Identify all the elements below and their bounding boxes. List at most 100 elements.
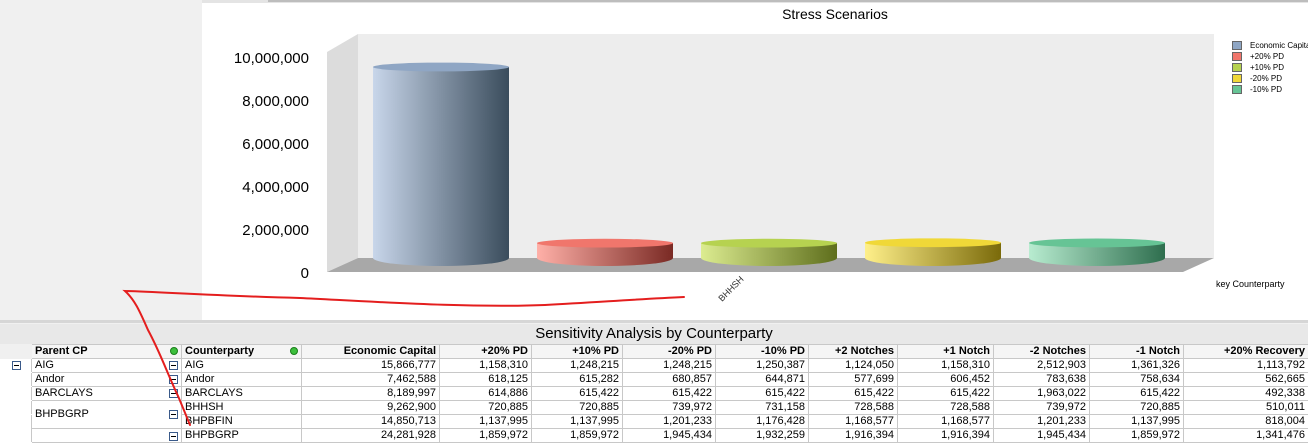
parent-cp-cell: BARCLAYS (32, 387, 182, 401)
bar-cap (373, 63, 509, 72)
bar-3[interactable] (701, 239, 837, 266)
value-cell: 1,361,326 (1090, 359, 1184, 373)
counterparty-cell: Andor (182, 373, 302, 387)
legend-item[interactable]: -10% PD (1232, 84, 1308, 95)
row-gutter (1, 387, 32, 401)
value-cell: 510,011 (1184, 401, 1308, 415)
value-cell: 8,189,997 (302, 387, 440, 401)
counterparty-cell: BARCLAYS (182, 387, 302, 401)
y-tick-label: 2,000,000 (242, 222, 309, 239)
chart-side-wall (327, 34, 358, 272)
parent-cp-text: BARCLAYS (35, 387, 93, 399)
value-cell: 1,137,995 (532, 415, 623, 429)
value-cell: 615,422 (532, 387, 623, 401)
legend-item[interactable]: -20% PD (1232, 73, 1308, 84)
value-cell: 720,885 (532, 401, 623, 415)
bar-cap (537, 239, 673, 248)
parent-cp-text: BHPBGRP (35, 408, 89, 420)
y-tick-label: 6,000,000 (242, 136, 309, 153)
legend-label: +20% PD (1250, 52, 1284, 61)
value-cell: 7,462,588 (302, 373, 440, 387)
collapse-all-icon[interactable] (12, 361, 21, 370)
value-cell: 758,634 (1090, 373, 1184, 387)
value-cell: 615,422 (898, 387, 994, 401)
legend-label: +10% PD (1250, 63, 1284, 72)
value-cell: 1,113,792 (1184, 359, 1308, 373)
bar-2[interactable] (537, 239, 673, 266)
value-cell: 562,665 (1184, 373, 1308, 387)
value-cell: 739,972 (994, 401, 1090, 415)
collapse-icon[interactable] (169, 361, 178, 370)
col-header-plus2-notches[interactable]: +2 Notches (809, 345, 898, 359)
col-header-minus20-pd[interactable]: -20% PD (623, 345, 716, 359)
value-cell: 1,158,310 (440, 359, 532, 373)
collapse-icon[interactable] (169, 389, 178, 398)
bar-5[interactable] (1029, 239, 1165, 266)
filter-status-icon[interactable] (290, 347, 298, 355)
bar-cap (701, 239, 837, 248)
legend-swatch (1232, 74, 1242, 83)
x-category-label: BHHSH (716, 274, 745, 303)
row-gutter (1, 415, 32, 429)
y-tick-label: 4,000,000 (242, 179, 309, 196)
col-header-label: Parent CP (35, 345, 88, 357)
chart-legend: Economic Capital +20% PD +10% PD-20% PD-10… (1232, 40, 1308, 95)
collapse-icon[interactable] (169, 410, 178, 419)
col-header-economic-capital[interactable]: Economic Capital (302, 345, 440, 359)
value-cell: 615,282 (532, 373, 623, 387)
legend-label: Economic Capital (1250, 41, 1308, 50)
value-cell: 1,124,050 (809, 359, 898, 373)
value-cell: 728,588 (809, 401, 898, 415)
value-cell: 1,248,215 (532, 359, 623, 373)
value-cell: 9,262,900 (302, 401, 440, 415)
col-header-minus2-notches[interactable]: -2 Notches (994, 345, 1090, 359)
value-cell: 615,422 (809, 387, 898, 401)
y-tick-label: 8,000,000 (242, 93, 309, 110)
value-cell: 615,422 (716, 387, 809, 401)
value-cell: 606,452 (898, 373, 994, 387)
col-header-counterparty[interactable]: Counterparty (182, 345, 302, 359)
legend-item[interactable]: +10% PD (1232, 62, 1308, 73)
gutter-header (1, 345, 32, 359)
value-cell: 2,512,903 (994, 359, 1090, 373)
value-cell: 614,886 (440, 387, 532, 401)
bar-body (373, 67, 509, 266)
parent-cp-cell: Andor (32, 373, 182, 387)
parent-cp-text: AIG (35, 359, 54, 371)
stress-scenarios-chart[interactable]: 10,000,0008,000,0006,000,0004,000,0002,0… (0, 0, 1308, 322)
collapse-icon[interactable] (169, 432, 178, 441)
col-header-minus10-pd[interactable]: -10% PD (716, 345, 809, 359)
value-cell: 728,588 (898, 401, 994, 415)
row-gutter (1, 359, 32, 373)
legend-item[interactable]: Economic Capital (1232, 40, 1308, 51)
col-header-parent-cp[interactable]: Parent CP (32, 345, 182, 359)
col-header-plus10-pd[interactable]: +10% PD (532, 345, 623, 359)
counterparty-cell: AIG (182, 359, 302, 373)
col-header-minus1-notch[interactable]: -1 Notch (1090, 345, 1184, 359)
bar-4[interactable] (865, 238, 1001, 266)
sensitivity-table[interactable]: Parent CP Counterparty Economic Capital … (0, 344, 1308, 443)
parent-cp-cell: AIG (32, 359, 182, 373)
filter-status-icon[interactable] (170, 347, 178, 355)
collapse-icon[interactable] (169, 375, 178, 384)
value-cell: 1,250,387 (716, 359, 809, 373)
col-header-plus1-notch[interactable]: +1 Notch (898, 345, 994, 359)
row-gutter (1, 373, 32, 387)
value-cell: 615,422 (623, 387, 716, 401)
value-cell: 1,963,022 (994, 387, 1090, 401)
legend-item[interactable]: +20% PD (1232, 51, 1308, 62)
value-cell: 783,638 (994, 373, 1090, 387)
col-header-plus20-recovery[interactable]: +20% Recovery (1184, 345, 1308, 359)
bar-1[interactable] (373, 63, 509, 266)
legend-swatch (1232, 85, 1242, 94)
y-tick-label: 0 (301, 265, 309, 282)
row-gutter (1, 401, 32, 415)
value-cell: 618,125 (440, 373, 532, 387)
value-cell: 731,158 (716, 401, 809, 415)
col-header-plus20-pd[interactable]: +20% PD (440, 345, 532, 359)
